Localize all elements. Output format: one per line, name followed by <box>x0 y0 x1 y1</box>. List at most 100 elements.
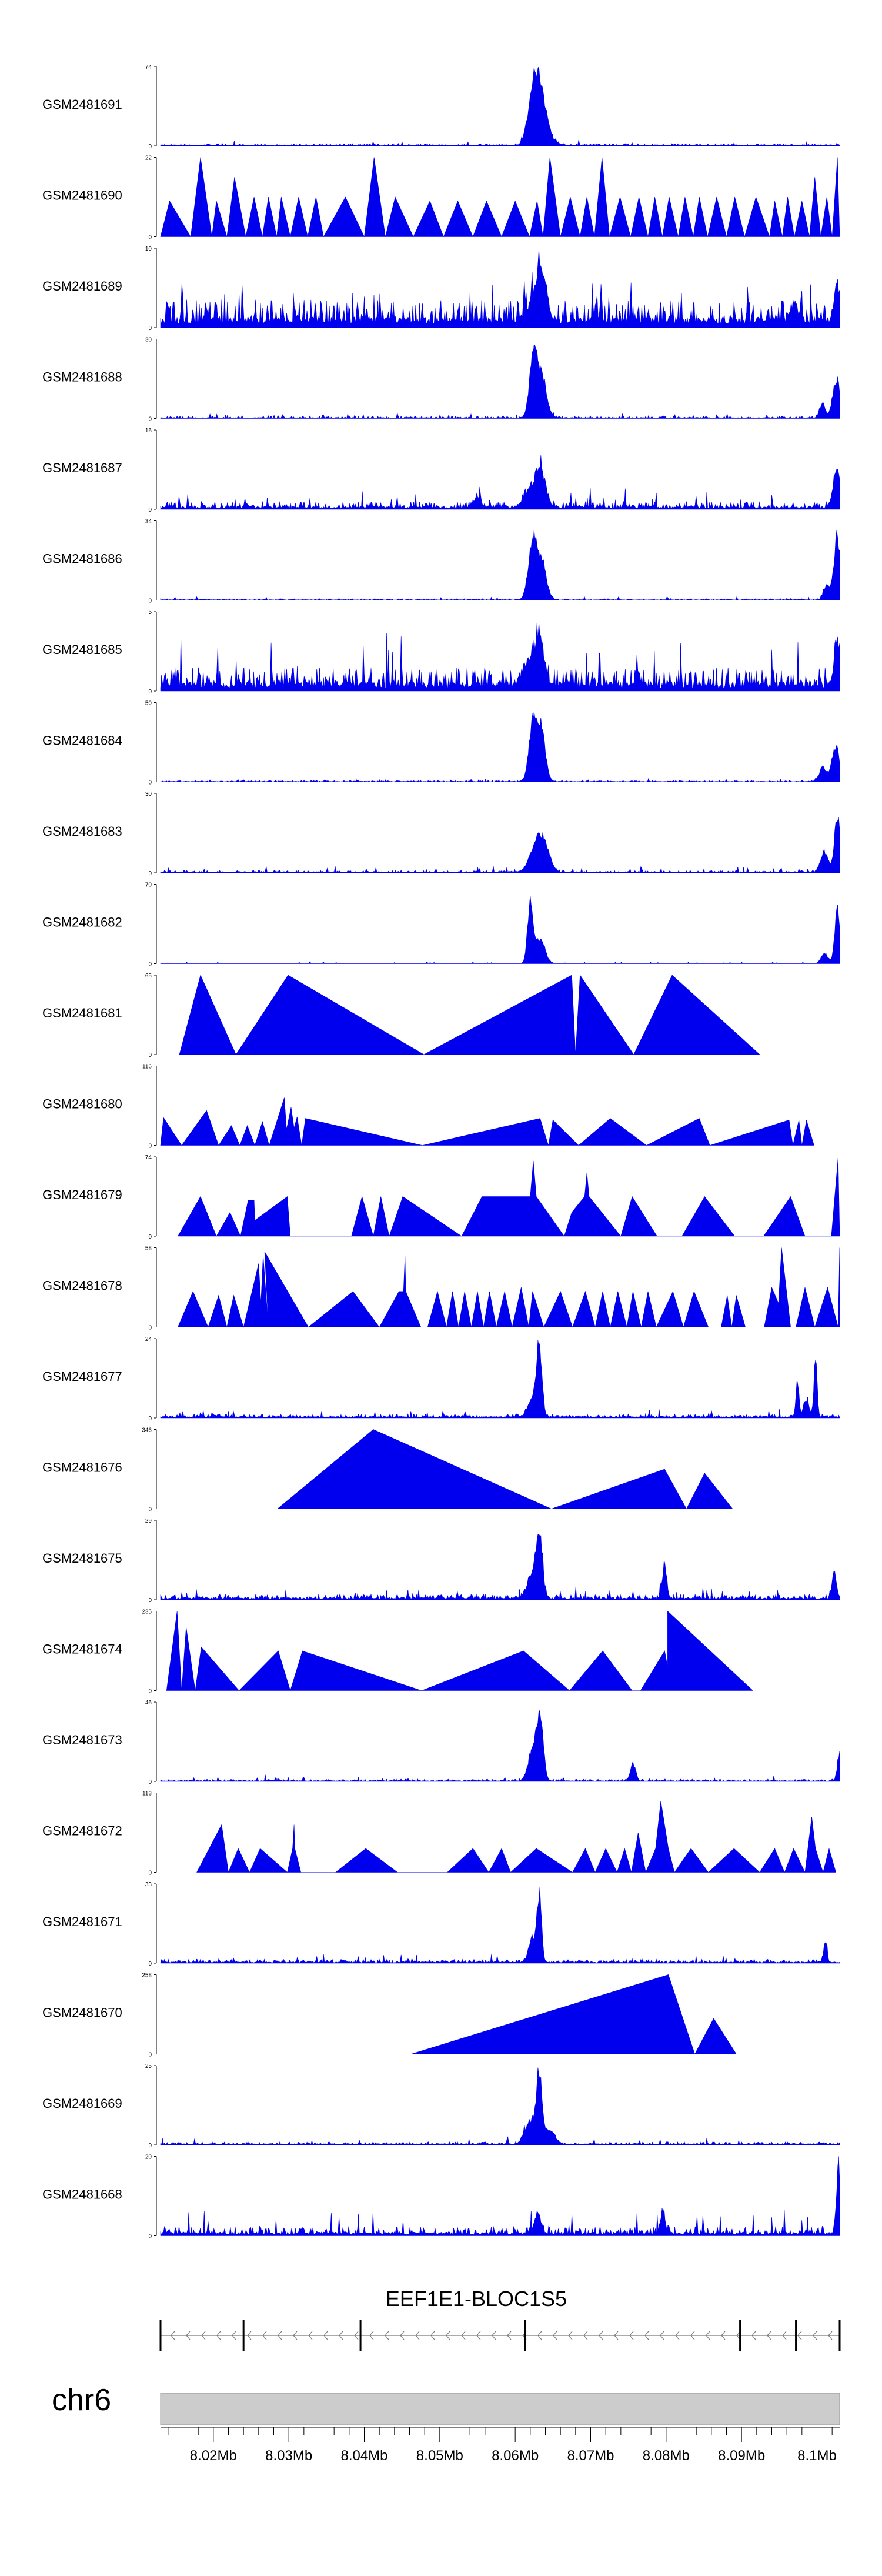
signal-area <box>160 1534 840 1600</box>
strand-arrow <box>537 2331 542 2340</box>
track-label: GSM2481677 <box>42 1369 122 1384</box>
strand-arrow <box>751 2331 756 2340</box>
y-max-label: 74 <box>145 64 152 71</box>
genome-axis-label: 8.04Mb <box>340 2448 387 2464</box>
genome-axis-label: 8.08Mb <box>643 2448 690 2464</box>
track-gsm2481680: GSM2481680 116 0 <box>42 1064 814 1150</box>
chromosome-band <box>160 2393 840 2425</box>
y-min-label: 0 <box>148 2052 152 2058</box>
track-label: GSM2481688 <box>42 370 122 385</box>
strand-arrow <box>446 2331 450 2340</box>
track-label: GSM2481686 <box>42 552 122 566</box>
y-min-label: 0 <box>148 962 152 968</box>
strand-arrow <box>247 2331 252 2340</box>
y-max-label: 24 <box>145 1336 152 1343</box>
y-max-label: 33 <box>145 1881 152 1888</box>
signal-area <box>160 455 840 510</box>
track-label: GSM2481683 <box>42 824 122 839</box>
track-gsm2481686: GSM2481686 34 0 <box>42 519 840 605</box>
strand-arrow <box>216 2331 221 2340</box>
y-max-label: 29 <box>145 1518 152 1524</box>
y-max-label: 50 <box>145 700 152 707</box>
strand-arrow <box>278 2331 282 2340</box>
exon-mark <box>159 2320 162 2351</box>
strand-arrow <box>400 2331 405 2340</box>
track-gsm2481668: GSM2481668 20 0 <box>42 2154 840 2240</box>
signal-area <box>160 2067 840 2145</box>
strand-arrow <box>599 2331 603 2340</box>
y-max-label: 22 <box>145 155 152 162</box>
chromosome-ideogram: chr6 8.02Mb 8.03Mb 8.04Mb 8.05Mb 8.06Mb 8.07M… <box>52 2383 840 2464</box>
y-min-label: 0 <box>148 689 152 695</box>
track-gsm2481674: GSM2481674 235 0 <box>42 1609 754 1695</box>
signal-area <box>166 1610 754 1691</box>
strand-arrow <box>721 2331 726 2340</box>
signal-area <box>177 1156 840 1237</box>
strand-arrow <box>323 2331 328 2340</box>
track-gsm2481671: GSM2481671 33 0 <box>42 1881 840 1967</box>
strand-arrow <box>262 2331 267 2340</box>
track-label: GSM2481689 <box>42 279 122 293</box>
exon-mark <box>795 2320 797 2351</box>
strand-arrow <box>813 2331 817 2340</box>
genome-axis-label: 8.09Mb <box>718 2448 765 2464</box>
track-gsm2481678: GSM2481678 58 0 <box>42 1246 840 1332</box>
signal-area <box>160 66 840 146</box>
y-max-label: 30 <box>145 791 152 798</box>
y-min-label: 0 <box>148 1143 152 1150</box>
track-gsm2481690: GSM2481690 22 0 <box>42 155 840 241</box>
y-max-label: 65 <box>145 973 152 979</box>
track-label: GSM2481679 <box>42 1187 122 1202</box>
track-gsm2481669: GSM2481669 25 0 <box>42 2063 840 2149</box>
y-min-label: 0 <box>148 870 152 877</box>
y-min-label: 0 <box>148 1870 152 1877</box>
signal-area <box>160 529 840 600</box>
track-label: GSM2481676 <box>42 1460 122 1475</box>
y-min-label: 0 <box>148 780 152 786</box>
signal-area <box>160 343 840 419</box>
track-gsm2481672: GSM2481672 113 0 <box>42 1791 836 1877</box>
track-gsm2481677: GSM2481677 24 0 <box>42 1336 840 1422</box>
gene-name-label: EEF1E1-BLOC1S5 <box>386 2287 567 2311</box>
strand-arrow <box>583 2331 588 2340</box>
signal-area <box>160 1710 840 1782</box>
y-max-label: 20 <box>145 2154 152 2161</box>
strand-arrow <box>186 2331 191 2340</box>
y-max-label: 25 <box>145 2063 152 2070</box>
track-gsm2481675: GSM2481675 29 0 <box>42 1518 840 1604</box>
strand-arrow <box>614 2331 619 2340</box>
y-max-label: 258 <box>142 1973 152 1979</box>
y-min-label: 0 <box>148 1234 152 1240</box>
track-gsm2481673: GSM2481673 46 0 <box>42 1700 840 1786</box>
track-gsm2481685: GSM2481685 5 0 <box>42 609 840 695</box>
y-min-label: 0 <box>148 1597 152 1604</box>
strand-arrow <box>797 2331 802 2340</box>
genome-axis-label: 8.1Mb <box>797 2448 837 2464</box>
y-max-label: 16 <box>145 428 152 434</box>
y-min-label: 0 <box>148 1052 152 1059</box>
y-min-label: 0 <box>148 1689 152 1695</box>
y-max-label: 58 <box>145 1246 152 1252</box>
y-max-label: 70 <box>145 882 152 889</box>
track-label: GSM2481682 <box>42 915 122 930</box>
track-label: GSM2481678 <box>42 1279 122 1293</box>
track-label: GSM2481690 <box>42 188 122 203</box>
y-min-label: 0 <box>148 2143 152 2149</box>
track-label: GSM2481668 <box>42 2187 122 2202</box>
signal-area <box>160 2156 840 2236</box>
exon-mark <box>524 2320 526 2351</box>
y-max-label: 116 <box>142 1064 152 1070</box>
y-max-label: 346 <box>142 1427 152 1434</box>
strand-arrow <box>201 2331 206 2340</box>
signal-area <box>160 1887 840 1964</box>
strand-arrow <box>293 2331 298 2340</box>
strand-arrow <box>660 2331 664 2340</box>
track-gsm2481684: GSM2481684 50 0 <box>42 700 840 786</box>
strand-arrow <box>675 2331 680 2340</box>
y-max-label: 235 <box>142 1609 152 1616</box>
signal-area <box>160 249 840 328</box>
strand-arrow <box>339 2331 343 2340</box>
track-label: GSM2481671 <box>42 1914 122 1929</box>
y-max-label: 5 <box>148 609 152 616</box>
strand-arrow <box>461 2331 466 2340</box>
